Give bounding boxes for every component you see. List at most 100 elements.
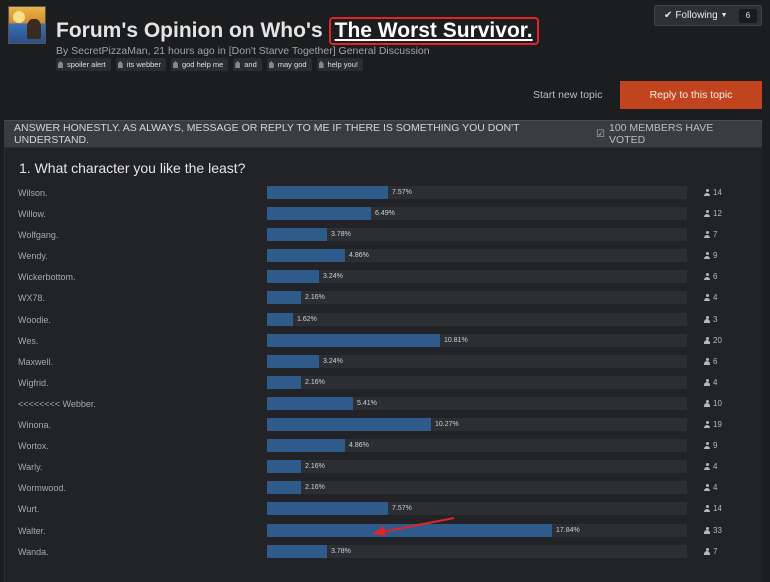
person-icon	[704, 421, 710, 429]
poll-percent-label: 2.16%	[305, 378, 325, 386]
topic-byline: By SecretPizzaMan, 21 hours ago in [Don'…	[56, 45, 430, 57]
poll-bar-track: 10.27%	[267, 418, 687, 432]
reply-to-topic-button[interactable]: Reply to this topic	[620, 81, 762, 109]
person-icon	[704, 442, 710, 450]
checkbox-icon: ☑	[596, 128, 605, 140]
caret-down-icon: ▼	[720, 12, 728, 19]
following-button[interactable]: ✔ Following ▼	[655, 10, 733, 21]
tag-icon	[235, 61, 241, 68]
tag-item[interactable]: spoiler alert	[56, 58, 111, 71]
poll-percent-label: 1.62%	[297, 315, 317, 323]
poll-percent-label: 2.16%	[305, 294, 325, 302]
poll-vote-count: 4	[704, 462, 717, 471]
poll-option-name: Wanda.	[18, 546, 49, 557]
poll-option-row: Wolfgang. 3.78% 7	[5, 226, 763, 247]
tag-list: spoiler alert its webber god help me and may…	[56, 58, 363, 71]
poll-option-name: Woodie.	[18, 314, 51, 325]
poll-percent-label: 2.16%	[305, 484, 325, 492]
poll-vote-count: 4	[704, 293, 717, 302]
vote-count-value: 6	[713, 272, 718, 282]
tag-label: and	[244, 60, 257, 69]
poll-bar-track: 7.57%	[267, 186, 687, 199]
poll-vote-count: 10	[704, 399, 722, 408]
vote-count-value: 7	[713, 546, 718, 556]
voted-count: ☑ 100 MEMBERS HAVE VOTED	[596, 122, 752, 146]
poll-header: ANSWER HONESTLY. AS ALWAYS, MESSAGE OR R…	[4, 120, 762, 148]
poll-bar-track: 4.86%	[267, 439, 687, 453]
poll-option-name: Wickerbottom.	[18, 272, 76, 283]
poll-option-name: Wes.	[18, 335, 39, 346]
poll-percent-label: 3.24%	[323, 357, 343, 365]
person-icon	[704, 189, 710, 196]
poll-percent-label: 10.27%	[435, 421, 459, 429]
poll-option-name: Wilson.	[18, 188, 48, 198]
poll-option-row: Wes. 10.81% 20	[5, 332, 763, 353]
follow-control: ✔ Following ▼ 6	[654, 5, 762, 26]
poll-option-name: Willow.	[18, 209, 47, 220]
following-label: Following	[675, 10, 718, 21]
tag-item[interactable]: god help me	[170, 58, 229, 71]
vote-count-value: 4	[713, 377, 718, 387]
person-icon	[704, 357, 710, 365]
vote-count-value: 4	[713, 483, 718, 493]
tag-icon	[268, 61, 274, 68]
poll-bar-fill	[267, 207, 371, 221]
tag-item[interactable]: may god	[266, 58, 312, 71]
poll-vote-count: 14	[704, 504, 722, 513]
poll-vote-count: 9	[704, 441, 717, 450]
person-icon	[704, 273, 710, 281]
tag-icon	[117, 61, 123, 68]
poll-option-row: Wickerbottom. 3.24% 6	[5, 268, 763, 289]
person-icon	[704, 526, 710, 534]
tag-label: god help me	[181, 60, 224, 69]
poll-vote-count: 20	[704, 336, 722, 345]
poll-instructions: ANSWER HONESTLY. AS ALWAYS, MESSAGE OR R…	[14, 122, 520, 146]
person-icon	[704, 484, 710, 492]
poll-option-row: Winona. 10.27% 19	[5, 416, 763, 437]
poll-option-name: Walter.	[18, 525, 46, 536]
poll-bar-fill	[267, 481, 301, 495]
vote-count-value: 7	[713, 230, 718, 240]
vote-count-value: 33	[713, 525, 722, 535]
poll-question: 1. What character you like the least?	[19, 160, 246, 176]
poll-bar-fill	[267, 270, 319, 284]
poll-bar-fill	[267, 333, 440, 347]
poll-vote-count: 14	[704, 188, 722, 197]
vote-count-value: 20	[713, 335, 722, 345]
tag-item[interactable]: help you!	[316, 58, 363, 71]
poll-bar-track: 2.16%	[267, 460, 687, 474]
poll-option-name: WX78.	[18, 293, 46, 304]
poll-vote-count: 19	[704, 420, 722, 429]
poll-bar-track: 6.49%	[267, 207, 687, 221]
tag-label: help you!	[327, 60, 358, 69]
start-new-topic-link[interactable]: Start new topic	[533, 89, 603, 101]
poll-option-name: Wortox.	[18, 441, 49, 452]
person-icon	[704, 336, 710, 344]
tag-item[interactable]: and	[233, 58, 262, 71]
poll-bar-track: 3.78%	[267, 228, 687, 242]
poll-bar-fill	[267, 375, 301, 389]
poll-option-row: <<<<<<<< Webber. 5.41% 10	[5, 395, 763, 416]
topic-title-prefix: Forum's Opinion on Who's	[56, 19, 323, 42]
poll-bar-track: 3.24%	[267, 270, 687, 284]
tag-label: spoiler alert	[67, 60, 106, 69]
poll-option-name: Wendy.	[18, 251, 48, 262]
topic-title-highlight: The Worst Survivor.	[328, 17, 539, 45]
poll-option-row: Wurt. 7.57% 14	[5, 500, 763, 521]
poll-body: 1. What character you like the least? Wi…	[4, 148, 762, 582]
poll-bar-fill	[267, 544, 327, 558]
poll-bar-fill	[267, 186, 388, 199]
poll-option-name: Wurt.	[18, 504, 40, 515]
vote-count-value: 14	[713, 504, 722, 514]
author-avatar[interactable]	[8, 6, 46, 44]
tag-item[interactable]: its webber	[115, 58, 166, 71]
check-icon: ✔	[664, 10, 673, 21]
poll-bar-track: 4.86%	[267, 249, 687, 263]
poll-option-row: Willow. 6.49% 12	[5, 205, 763, 226]
vote-count-value: 12	[713, 209, 722, 219]
poll-option-row: Maxwell. 3.24% 6	[5, 353, 763, 374]
poll-percent-label: 17.84%	[556, 526, 580, 534]
follower-count: 6	[739, 8, 757, 23]
poll-percent-label: 7.57%	[392, 505, 412, 513]
poll-option-row: WX78. 2.16% 4	[5, 289, 763, 310]
